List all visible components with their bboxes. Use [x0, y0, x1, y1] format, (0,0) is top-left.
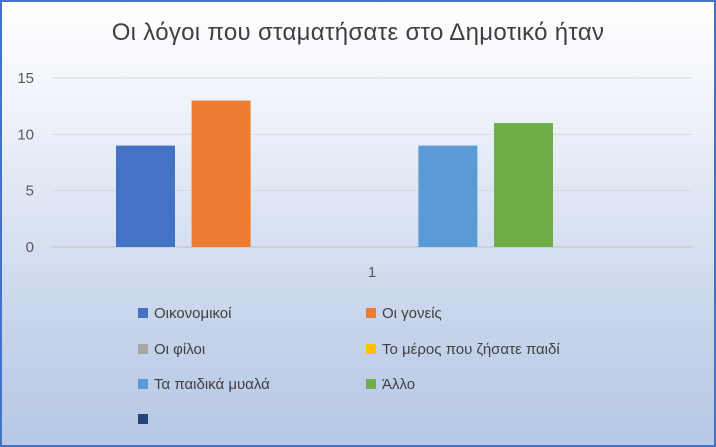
legend-item: Άλλο — [366, 374, 415, 394]
legend-swatch — [138, 379, 148, 389]
y-tick-label: 15 — [17, 70, 34, 87]
legend-label: Οι φίλοι — [154, 340, 206, 358]
y-tick-label: 5 — [26, 183, 34, 200]
legend-item — [138, 409, 154, 429]
legend-swatch — [138, 308, 148, 318]
bar — [494, 123, 553, 247]
legend-item: Το μέρος που ζήσατε παιδί — [366, 339, 560, 359]
legend-swatch — [366, 379, 376, 389]
legend-swatch — [366, 308, 376, 318]
legend-item: Οικονομικοί — [138, 303, 231, 323]
legend-item: Τα παιδικά μυαλά — [138, 374, 270, 394]
legend-item: Οι γονείς — [366, 303, 442, 323]
legend-label: Οι γονείς — [382, 304, 442, 322]
legend-label: Τα παιδικά μυαλά — [154, 375, 270, 393]
bar — [116, 145, 175, 247]
legend-swatch — [138, 344, 148, 354]
y-tick-label: 10 — [17, 126, 34, 143]
bar — [418, 145, 478, 247]
x-tick-label: 1 — [368, 264, 376, 281]
legend-swatch — [138, 414, 148, 424]
legend-item: Οι φίλοι — [138, 339, 205, 359]
legend-swatch — [366, 344, 376, 354]
legend-label: Οικονομικοί — [154, 304, 232, 322]
legend-label: Άλλο — [382, 375, 416, 393]
legend-label: Το μέρος που ζήσατε παιδί — [382, 340, 560, 358]
bar — [191, 100, 251, 248]
y-tick-label: 0 — [26, 239, 34, 256]
chart-title: Οι λόγοι που σταματήσατε στο Δημοτικό ήτ… — [111, 19, 605, 46]
